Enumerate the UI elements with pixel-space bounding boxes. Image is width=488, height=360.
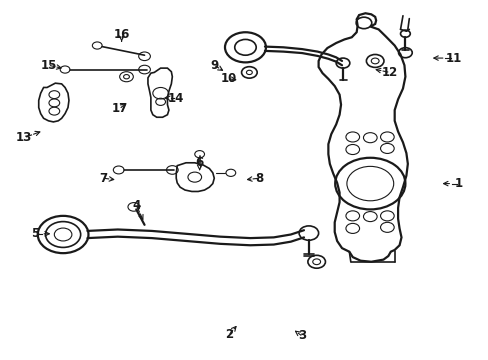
Text: 6: 6: [195, 156, 203, 169]
Text: 13: 13: [16, 131, 32, 144]
Text: 10: 10: [220, 72, 237, 85]
Text: 16: 16: [113, 28, 129, 41]
Text: 1: 1: [454, 177, 462, 190]
Text: 15: 15: [40, 59, 57, 72]
Text: 12: 12: [381, 66, 397, 79]
Text: 7: 7: [99, 172, 107, 185]
Text: 14: 14: [168, 92, 184, 105]
Text: 9: 9: [210, 59, 218, 72]
Polygon shape: [318, 13, 407, 262]
Text: 3: 3: [297, 329, 305, 342]
Text: 11: 11: [445, 51, 461, 64]
Text: 5: 5: [31, 227, 39, 240]
Polygon shape: [148, 68, 172, 117]
Text: 17: 17: [112, 102, 128, 115]
Polygon shape: [39, 83, 69, 122]
Text: 2: 2: [224, 328, 232, 341]
Text: 4: 4: [132, 199, 140, 212]
Polygon shape: [176, 163, 214, 192]
Text: 8: 8: [254, 172, 263, 185]
